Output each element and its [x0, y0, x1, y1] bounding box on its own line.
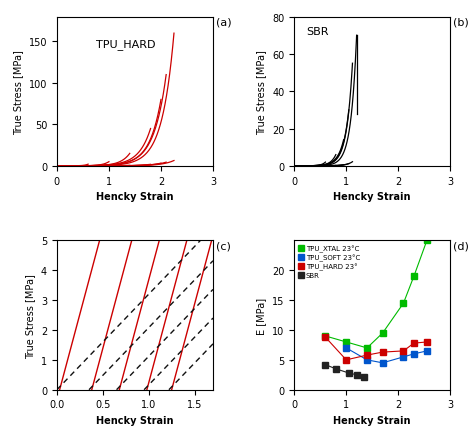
Text: (c): (c) [216, 241, 231, 251]
Y-axis label: E [MPa]: E [MPa] [256, 297, 266, 334]
Legend: TPU_XTAL 23°C, TPU_SOFT 23°C, TPU_HARD 23°, SBR: TPU_XTAL 23°C, TPU_SOFT 23°C, TPU_HARD 2… [298, 244, 361, 279]
Y-axis label: True Stress [MPa]: True Stress [MPa] [256, 49, 266, 134]
X-axis label: Hencky Strain: Hencky Strain [334, 192, 411, 201]
Y-axis label: True Stress [MPa]: True Stress [MPa] [25, 273, 36, 358]
Text: (d): (d) [454, 241, 469, 251]
X-axis label: Hencky Strain: Hencky Strain [96, 192, 173, 201]
Text: TPU_HARD: TPU_HARD [96, 39, 155, 50]
Text: SBR: SBR [307, 28, 329, 37]
Y-axis label: True Stress [MPa]: True Stress [MPa] [13, 49, 23, 134]
Text: (b): (b) [454, 18, 469, 28]
X-axis label: Hencky Strain: Hencky Strain [334, 415, 411, 425]
X-axis label: Hencky Strain: Hencky Strain [96, 415, 173, 425]
Text: (a): (a) [216, 18, 232, 28]
